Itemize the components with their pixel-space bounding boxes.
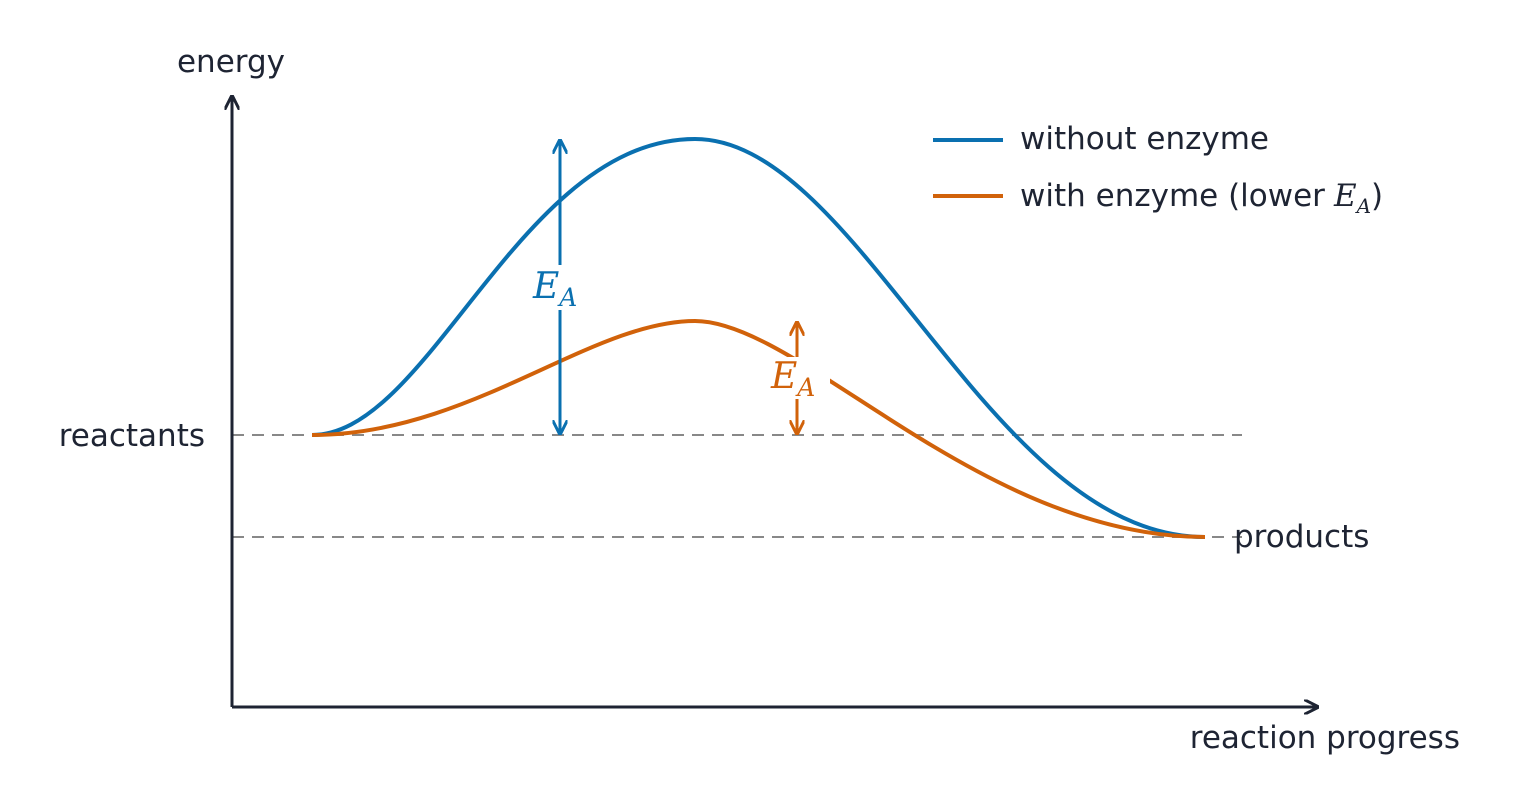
legend-label: without enzyme xyxy=(1020,121,1269,157)
legend-text: with enzyme (lower xyxy=(1020,178,1325,214)
ea-label-blue: EA xyxy=(532,266,577,312)
x-axis-label: reaction progress xyxy=(1190,720,1460,756)
curve-with-enzyme xyxy=(311,318,1206,539)
subscript: A xyxy=(795,373,815,402)
legend-text: ) xyxy=(1371,178,1383,214)
subscript: A xyxy=(557,283,577,312)
curve-without-enzyme xyxy=(311,136,1206,539)
label-bg xyxy=(768,357,830,399)
symbol: E xyxy=(770,356,797,397)
y-axis-label: energy xyxy=(177,44,285,80)
legend-label: with enzyme (lower EA) xyxy=(1020,178,1383,218)
symbol: E xyxy=(1333,178,1357,214)
ea-label-orange: EA xyxy=(770,356,815,402)
label-bg xyxy=(530,265,590,310)
products-label: products xyxy=(1234,519,1369,555)
symbol: E xyxy=(532,266,559,307)
reactants-label: reactants xyxy=(59,418,205,454)
subscript: A xyxy=(1355,194,1371,218)
